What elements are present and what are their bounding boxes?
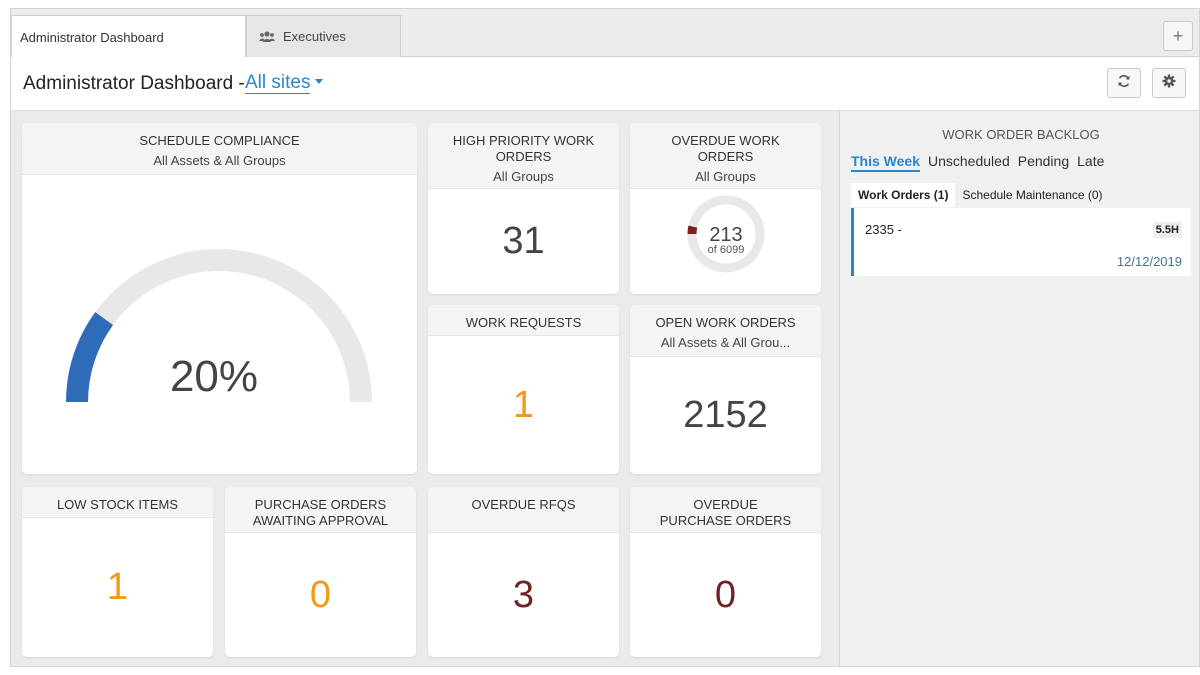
card-value: 1 <box>106 566 129 608</box>
card-body: 31 <box>428 189 619 294</box>
tab-label: Administrator Dashboard <box>20 29 164 45</box>
open-work-orders-card[interactable]: OPEN WORK ORDERS All Assets & All Grou..… <box>630 305 821 474</box>
card-subtitle: All Assets & All Grou... <box>660 335 791 350</box>
card-header: OVERDUE RFQS <box>428 487 619 533</box>
tab-late[interactable]: Late <box>1077 153 1105 169</box>
caret-down-icon[interactable] <box>315 79 323 84</box>
tab-work-orders[interactable]: Work Orders (1) <box>851 183 956 207</box>
card-header: HIGH PRIORITY WORK ORDERS All Groups <box>428 123 619 189</box>
settings-button[interactable] <box>1152 68 1186 98</box>
card-value: 3 <box>512 573 535 616</box>
card-header: OVERDUE WORK ORDERS All Groups <box>630 123 821 189</box>
donut-total: of 6099 <box>708 244 745 256</box>
card-subtitle: All Groups <box>493 169 554 184</box>
card-header: OPEN WORK ORDERS All Assets & All Grou..… <box>630 305 821 357</box>
card-value: 31 <box>502 220 545 262</box>
card-title: LOW STOCK ITEMS <box>56 497 179 512</box>
tab-executives[interactable]: Executives <box>246 15 401 57</box>
add-tab-button[interactable]: + <box>1163 21 1193 51</box>
widget-grid: SCHEDULE COMPLIANCE All Assets & All Gro… <box>11 111 839 666</box>
card-title: OVERDUE RFQS <box>471 497 576 512</box>
high-priority-work-orders-card[interactable]: HIGH PRIORITY WORK ORDERS All Groups 31 <box>428 123 619 294</box>
card-body: 2152 <box>630 357 821 474</box>
work-order-hours-badge: 5.5H <box>1152 222 1182 238</box>
donut-fill <box>687 195 765 273</box>
card-value: 1 <box>512 383 535 426</box>
gauge-value: 20% <box>170 352 258 401</box>
overdue-purchase-orders-card[interactable]: OVERDUE PURCHASE ORDERS 0 <box>630 487 821 657</box>
tab-schedule-maintenance[interactable]: Schedule Maintenance (0) <box>962 188 1103 202</box>
site-selector[interactable]: All sites <box>245 72 311 94</box>
gear-icon <box>1162 74 1176 93</box>
work-order-backlog-panel: WORK ORDER BACKLOG This Week Unscheduled… <box>839 111 1199 666</box>
overdue-donut: 213 of 6099 <box>687 195 765 273</box>
backlog-period-tabs: This Week Unscheduled Pending Late <box>851 153 1104 172</box>
card-header: OVERDUE PURCHASE ORDERS <box>630 487 821 533</box>
backlog-type-tabs: Work Orders (1) Schedule Maintenance (0) <box>851 183 1110 207</box>
tab-unscheduled[interactable]: Unscheduled <box>928 153 1010 169</box>
tab-this-week[interactable]: This Week <box>851 153 920 172</box>
work-order-list-item[interactable]: 2335 - 5.5H 12/12/2019 <box>851 208 1191 276</box>
card-value: 2152 <box>683 394 768 436</box>
low-stock-items-card[interactable]: LOW STOCK ITEMS 1 <box>22 487 213 657</box>
work-requests-card[interactable]: WORK REQUESTS 1 <box>428 305 619 474</box>
card-subtitle: All Groups <box>695 169 756 184</box>
donut-value: 213 <box>709 224 742 246</box>
purchase-orders-awaiting-approval-card[interactable]: PURCHASE ORDERS AWAITING APPROVAL 0 <box>225 487 416 657</box>
card-body: 0 <box>225 533 416 657</box>
compliance-gauge: 20% <box>66 249 372 403</box>
card-title: WORK REQUESTS <box>465 315 582 330</box>
card-body: 1 <box>428 336 619 474</box>
card-header: SCHEDULE COMPLIANCE All Assets & All Gro… <box>22 123 417 175</box>
card-header: LOW STOCK ITEMS <box>22 487 213 518</box>
dashboard-window: Administrator Dashboard Executives + Adm… <box>10 8 1200 667</box>
card-subtitle: All Assets & All Groups <box>153 153 286 168</box>
overdue-work-orders-card[interactable]: OVERDUE WORK ORDERS All Groups 213 of 60… <box>630 123 821 294</box>
tab-pending[interactable]: Pending <box>1017 153 1070 169</box>
refresh-icon <box>1117 74 1131 93</box>
card-header: PURCHASE ORDERS AWAITING APPROVAL <box>225 487 416 533</box>
tab-label: Executives <box>283 29 346 44</box>
card-title: SCHEDULE COMPLIANCE <box>139 133 300 148</box>
card-value: 0 <box>714 573 737 616</box>
tab-administrator-dashboard[interactable]: Administrator Dashboard <box>11 15 246 58</box>
card-body: 3 <box>428 533 619 657</box>
schedule-compliance-card[interactable]: SCHEDULE COMPLIANCE All Assets & All Gro… <box>22 123 417 474</box>
work-order-date: 12/12/2019 <box>1116 254 1182 269</box>
backlog-title: WORK ORDER BACKLOG <box>942 127 1100 142</box>
work-order-id: 2335 - <box>865 222 902 237</box>
card-title: PURCHASE ORDERS AWAITING APPROVAL <box>252 497 389 528</box>
refresh-button[interactable] <box>1107 68 1141 98</box>
card-title: OVERDUE WORK ORDERS <box>671 133 780 164</box>
tab-bar: Administrator Dashboard Executives + <box>11 9 1199 58</box>
card-body: 0 <box>630 533 821 657</box>
card-title: OPEN WORK ORDERS <box>655 315 796 330</box>
overdue-rfqs-card[interactable]: OVERDUE RFQS 3 <box>428 487 619 657</box>
page-title: Administrator Dashboard - <box>23 73 245 94</box>
card-title: OVERDUE PURCHASE ORDERS <box>659 497 792 528</box>
card-header: WORK REQUESTS <box>428 305 619 336</box>
card-value: 0 <box>309 573 332 616</box>
gauge-fill <box>66 312 114 403</box>
card-title: HIGH PRIORITY WORK ORDERS <box>452 133 595 164</box>
dashboard-header: Administrator Dashboard - All sites <box>11 57 1199 111</box>
card-body: 1 <box>22 518 213 657</box>
users-icon <box>259 30 275 43</box>
